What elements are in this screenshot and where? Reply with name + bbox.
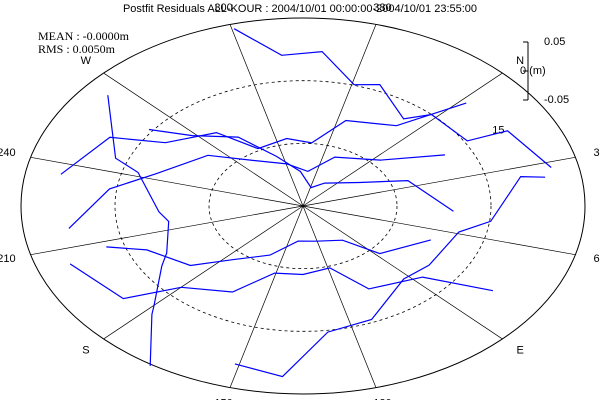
azimuth-line	[302, 24, 377, 207]
residual-track	[68, 154, 446, 229]
azimuth-line	[103, 205, 304, 340]
rms-annotation: RMS : 0.0050m	[38, 42, 116, 56]
residual-track	[60, 102, 467, 175]
azimuth-label: 300	[214, 2, 232, 14]
residual-track	[69, 263, 494, 300]
scale-tick-label: 0 (m)	[520, 65, 546, 77]
residual-track	[148, 128, 454, 212]
elevation-label: 15	[492, 125, 504, 137]
azimuth-line	[302, 205, 503, 340]
azimuth-line	[30, 205, 304, 256]
scale-tick-label: 0.05	[544, 36, 565, 48]
residual-track	[106, 239, 431, 267]
azimuth-line	[229, 205, 304, 388]
azimuth-label: N	[516, 55, 524, 67]
azimuth-label: 120	[373, 398, 391, 400]
azimuth-line	[302, 72, 503, 207]
horizon	[20, 17, 586, 395]
azimuth-label: 30	[593, 147, 600, 159]
azimuth-line	[302, 205, 576, 256]
elevation-ring	[114, 80, 492, 332]
azimuth-label: 240	[0, 147, 16, 159]
azimuth-line	[302, 156, 576, 207]
azimuth-line	[30, 156, 304, 207]
residual-track	[233, 28, 552, 168]
azimuth-line	[302, 205, 377, 388]
residual-track	[107, 95, 170, 366]
mean-annotation: MEAN : -0.0000m	[38, 29, 130, 43]
azimuth-label: 150	[214, 398, 232, 400]
residual-track	[234, 175, 546, 378]
azimuth-line	[103, 72, 304, 207]
azimuth-line	[229, 24, 304, 207]
azimuth-label: 210	[0, 253, 16, 265]
azimuth-label: 330	[373, 2, 391, 14]
azimuth-label: W	[81, 55, 92, 67]
chart-title: Postfit Residuals ALL-KOUR : 2004/10/01 …	[123, 3, 477, 15]
elevation-ring	[208, 142, 398, 270]
azimuth-label: S	[82, 345, 89, 357]
azimuth-label: 60	[593, 253, 600, 265]
scale-tick-label: -0.05	[544, 94, 569, 106]
azimuth-label: E	[516, 345, 523, 357]
